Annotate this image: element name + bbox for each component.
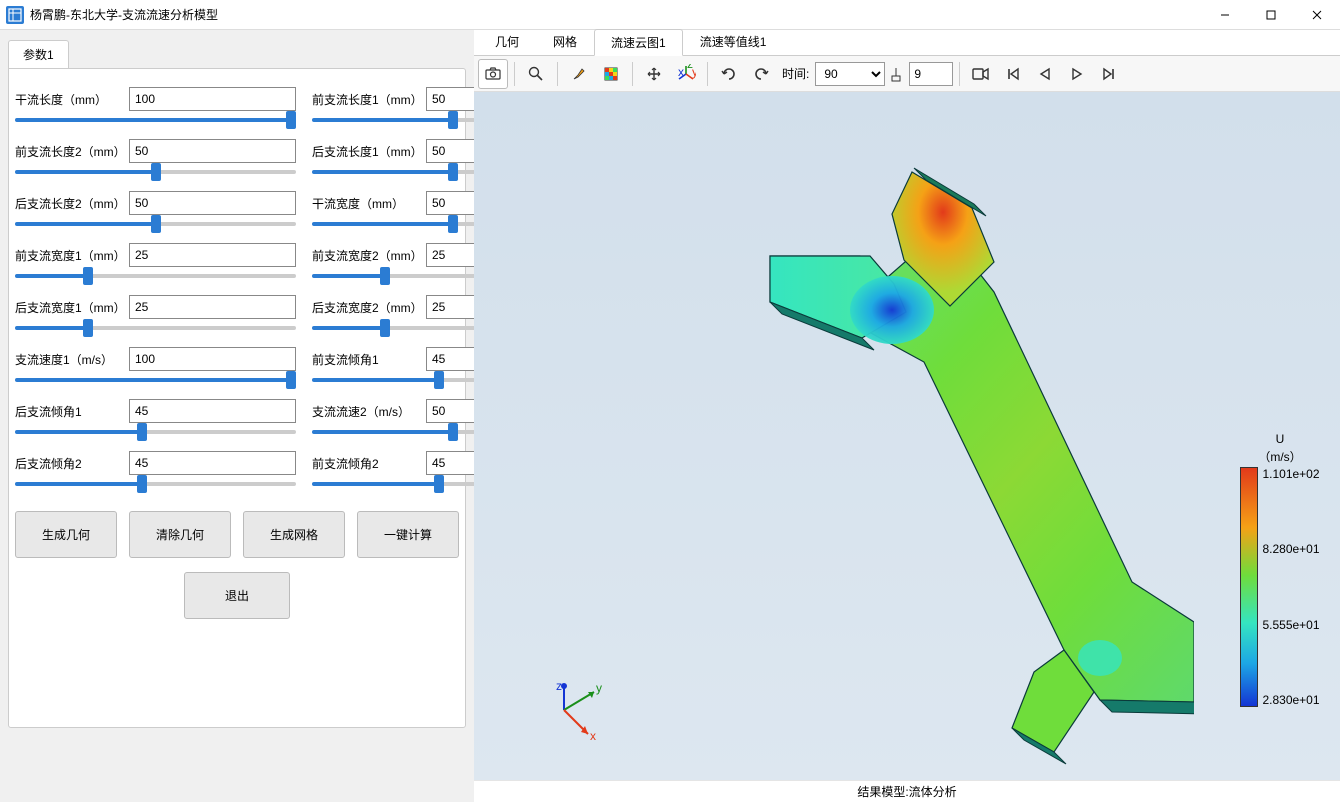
param-input-l-6[interactable] xyxy=(129,399,296,423)
pan-icon[interactable] xyxy=(639,59,669,89)
param-row: 支流速度1（m/s） xyxy=(15,347,296,385)
param-input-l-5[interactable] xyxy=(129,347,296,371)
titlebar: 杨霄鹏-东北大学-支流流速分析模型 xyxy=(0,0,1340,30)
result-tab-1[interactable]: 网格 xyxy=(536,28,594,55)
rotate-cw-icon[interactable] xyxy=(714,59,744,89)
flow-model xyxy=(634,152,1194,772)
param-label: 后支流倾角2 xyxy=(15,455,123,472)
window-title: 杨霄鹏-东北大学-支流流速分析模型 xyxy=(30,6,1202,23)
param-input-l-0[interactable] xyxy=(129,87,296,111)
param-label: 后支流宽度2（mm） xyxy=(312,299,420,316)
color-legend: U （m/s） 1.101e+02 8.280e+01 5.555e+01 2.830… xyxy=(1230,432,1330,707)
svg-text:y: y xyxy=(596,681,602,695)
param-label: 前支流宽度1（mm） xyxy=(15,247,123,264)
param-label: 干流长度（mm） xyxy=(15,91,123,108)
clear-geometry-button[interactable]: 清除几何 xyxy=(129,511,231,558)
param-row: 后支流倾角2 xyxy=(15,451,296,489)
legend-title-1: U xyxy=(1276,432,1285,446)
param-label: 前支流宽度2（mm） xyxy=(312,247,420,264)
close-button[interactable] xyxy=(1294,0,1340,30)
maximize-button[interactable] xyxy=(1248,0,1294,30)
legend-colorbar xyxy=(1240,467,1258,707)
param-label: 后支流倾角1 xyxy=(15,403,123,420)
exit-button[interactable]: 退出 xyxy=(184,572,290,619)
generate-mesh-button[interactable]: 生成网格 xyxy=(243,511,345,558)
param-label: 后支流长度1（mm） xyxy=(312,143,420,160)
param-label: 支流速度1（m/s） xyxy=(15,351,123,368)
param-row: 后支流长度2（mm） xyxy=(15,191,296,229)
svg-text:x: x xyxy=(590,729,596,743)
step-indicator-icon[interactable] xyxy=(887,59,907,89)
skip-first-icon[interactable] xyxy=(998,59,1028,89)
result-tab-3[interactable]: 流速等值线1 xyxy=(683,28,784,55)
param-label: 前支流长度2（mm） xyxy=(15,143,123,160)
skip-last-icon[interactable] xyxy=(1094,59,1124,89)
param-row: 前支流宽度1（mm） xyxy=(15,243,296,281)
param-slider-l-1[interactable] xyxy=(15,170,296,174)
param-slider-l-6[interactable] xyxy=(15,430,296,434)
param-slider-l-2[interactable] xyxy=(15,222,296,226)
legend-tick: 2.830e+01 xyxy=(1262,693,1319,707)
param-slider-l-3[interactable] xyxy=(15,274,296,278)
param-input-l-2[interactable] xyxy=(129,191,296,215)
generate-geometry-button[interactable]: 生成几何 xyxy=(15,511,117,558)
param-label: 后支流宽度1（mm） xyxy=(15,299,123,316)
parameter-panel: 参数1 干流长度（mm） 前支流长度2（mm） 后支流长度2（mm） 前支流宽度1（m… xyxy=(0,30,474,802)
result-tabs: 几何网格流速云图1流速等值线1 xyxy=(474,30,1340,56)
param-row: 后支流宽度1（mm） xyxy=(15,295,296,333)
time-label: 时间: xyxy=(782,65,809,82)
param-slider-l-0[interactable] xyxy=(15,118,296,122)
param-input-l-1[interactable] xyxy=(129,139,296,163)
param-input-l-7[interactable] xyxy=(129,451,296,475)
param-label: 后支流长度2（mm） xyxy=(15,195,123,212)
minimize-button[interactable] xyxy=(1202,0,1248,30)
param-row: 干流长度（mm） xyxy=(15,87,296,125)
zoom-icon[interactable] xyxy=(521,59,551,89)
param-slider-l-7[interactable] xyxy=(15,482,296,486)
param-label: 前支流倾角2 xyxy=(312,455,420,472)
axes-icon[interactable]: zyx xyxy=(671,59,701,89)
frame-input[interactable] xyxy=(909,62,953,86)
play-forward-icon[interactable] xyxy=(1062,59,1092,89)
brush-icon[interactable] xyxy=(564,59,594,89)
legend-tick: 8.280e+01 xyxy=(1262,542,1319,556)
svg-text:z: z xyxy=(556,680,562,693)
one-click-calc-button[interactable]: 一键计算 xyxy=(357,511,459,558)
viewport-toolbar: zyx 时间: 90 xyxy=(474,56,1340,92)
result-footer: 结果模型:流体分析 xyxy=(474,780,1340,802)
svg-text:y: y xyxy=(692,65,696,79)
param-slider-l-4[interactable] xyxy=(15,326,296,330)
param-label: 前支流倾角1 xyxy=(312,351,420,368)
svg-text:x: x xyxy=(678,65,684,79)
legend-tick: 1.101e+02 xyxy=(1262,467,1319,481)
record-icon[interactable] xyxy=(966,59,996,89)
time-select[interactable]: 90 xyxy=(815,62,885,86)
result-tab-2[interactable]: 流速云图1 xyxy=(594,29,683,56)
param-input-l-4[interactable] xyxy=(129,295,296,319)
tab-params1[interactable]: 参数1 xyxy=(8,40,69,68)
orientation-triad: z y x xyxy=(534,680,624,750)
param-slider-l-5[interactable] xyxy=(15,378,296,382)
rubik-icon[interactable] xyxy=(596,59,626,89)
param-label: 支流流速2（m/s） xyxy=(312,403,420,420)
param-row: 后支流倾角1 xyxy=(15,399,296,437)
snapshot-icon[interactable] xyxy=(478,59,508,89)
legend-tick: 5.555e+01 xyxy=(1262,618,1319,632)
legend-title-2: （m/s） xyxy=(1258,448,1301,465)
rotate-ccw-icon[interactable] xyxy=(746,59,776,89)
result-tab-0[interactable]: 几何 xyxy=(478,28,536,55)
param-input-l-3[interactable] xyxy=(129,243,296,267)
param-label: 干流宽度（mm） xyxy=(312,195,420,212)
param-row: 前支流长度2（mm） xyxy=(15,139,296,177)
play-back-icon[interactable] xyxy=(1030,59,1060,89)
param-label: 前支流长度1（mm） xyxy=(312,91,420,108)
viewport-3d[interactable]: z y x U （m/s） 1.101e+02 8.280e+01 5.555e+0… xyxy=(474,92,1340,780)
app-logo-icon xyxy=(6,6,24,24)
